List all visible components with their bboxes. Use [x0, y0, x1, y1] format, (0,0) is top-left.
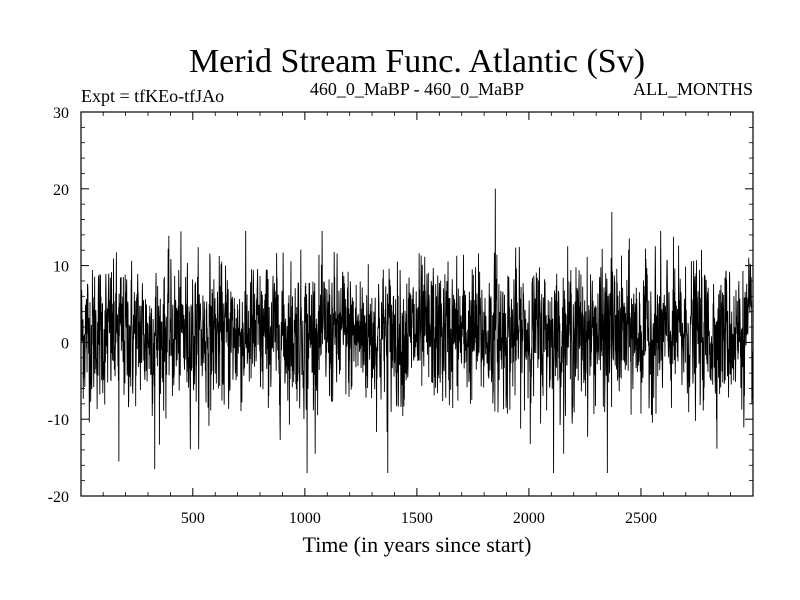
chart-subtitle-center: 460_0_MaBP - 460_0_MaBP: [310, 79, 524, 99]
y-tick-label: 20: [53, 182, 69, 199]
axis-layer: -20 -10 0 10 20 30 500 1000 1500 2000 2500: [48, 105, 753, 527]
x-tick-label: 500: [181, 510, 205, 527]
x-tick-label: 2500: [625, 510, 657, 527]
y-tick-label: -10: [48, 412, 69, 429]
y-tick-label: 0: [61, 335, 69, 352]
chart-subtitle-left: Expt = tfKEo-tfJAo: [81, 86, 224, 106]
y-tick-label: 10: [53, 259, 69, 276]
x-tick-label: 2000: [513, 510, 545, 527]
x-tick-label: 1500: [401, 510, 433, 527]
series-line: [80, 188, 754, 473]
series-layer: [80, 188, 754, 473]
y-tick-label: -20: [48, 489, 69, 506]
chart-title: Merid Stream Func. Atlantic (Sv): [189, 43, 645, 80]
y-tick-label: 30: [53, 105, 69, 122]
x-tick-label: 1000: [289, 510, 321, 527]
chart-subtitle-right: ALL_MONTHS: [633, 79, 753, 99]
x-axis-label: Time (in years since start): [303, 532, 532, 557]
